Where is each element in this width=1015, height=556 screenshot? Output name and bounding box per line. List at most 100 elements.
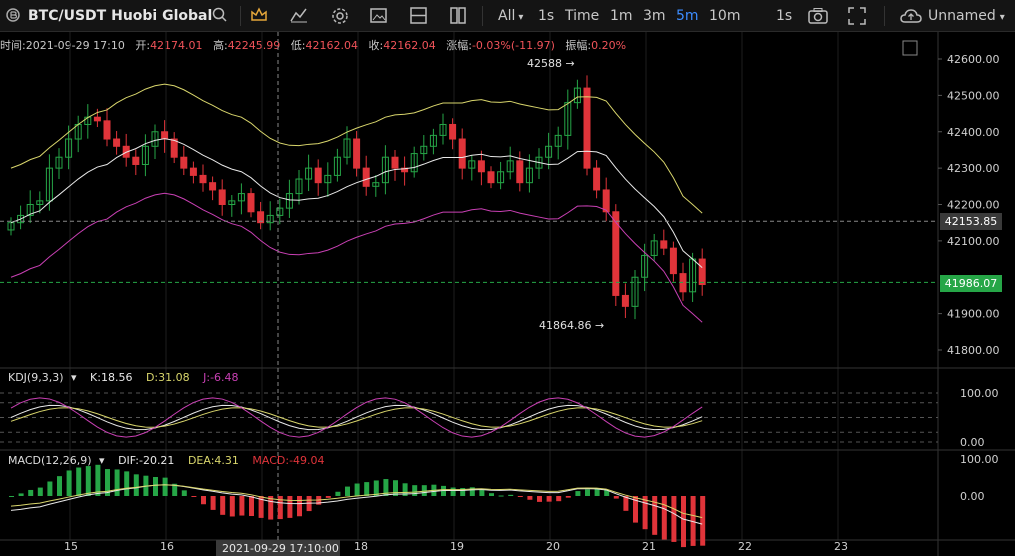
x-axis-label: 21 [642,540,656,553]
chevron-down-icon: ▾ [518,12,524,23]
macd-histogram-bar [85,466,91,496]
macd-histogram-bar [47,481,53,496]
macd-histogram-bar [633,496,638,523]
chevron-down-icon: ▾ [999,12,1005,23]
candle-body [669,247,677,275]
macd-histogram-bar [671,496,677,542]
symbol-title[interactable]: BTC/USDT Huobi Global [6,0,212,32]
candle-body [381,156,389,184]
candle-body [631,276,639,307]
candle-body [545,145,553,158]
interval-5m[interactable]: 5m [676,8,699,24]
macd-histogram-bar [37,487,43,496]
crown-icon [251,7,267,21]
interval-10m[interactable]: 10m [709,8,741,24]
ohlc-info-bar: 时间:2021-09-29 17:10 开:42174.01 高:42245.9… [0,37,626,53]
boll-mid-line [10,138,703,269]
macd-histogram-bar [402,483,408,496]
candle-body [593,167,601,191]
macd-histogram-bar [105,469,110,496]
macd-histogram-bar [681,496,686,548]
candle-body [420,145,428,155]
open-value: 42174.01 [150,39,203,52]
macd-histogram-bar [325,496,331,498]
search-button[interactable] [212,0,228,32]
symbol-title-text: BTC/USDT Huobi Global [28,8,213,24]
interval-1m[interactable]: 1m [610,8,633,24]
macd-histogram-bar [258,496,264,518]
camera-button[interactable] [808,0,828,32]
candle-body [113,138,121,147]
kdj-j-line [10,397,703,438]
candle-body [295,178,303,195]
candle-body [660,240,668,249]
replay-interval[interactable]: 1s [776,8,793,24]
candle-body [487,171,495,184]
open-label: 开: [135,39,151,52]
macd-histogram-bar [153,476,158,496]
candle-body [247,193,255,213]
search-icon [212,7,227,22]
screenshot-button[interactable] [370,0,388,32]
kdj-legend[interactable]: KDJ(9,3,3) ▾ K:18.56 D:31.08 J:-6.48 [8,371,239,384]
macd-histogram-bar [287,496,293,518]
price-axis-label: 41800.00 [947,344,1000,357]
fullscreen-button[interactable] [848,0,866,32]
macd-legend[interactable]: MACD(12,26,9) ▾ DIF:-20.21 DEA:4.31 MACD… [8,454,325,467]
kdj-j: J:-6.48 [203,371,239,384]
price-axis-label: 42300.00 [947,162,1000,175]
candle-body [276,207,284,216]
gear-icon [332,8,348,24]
candle-body [218,189,226,205]
macd-histogram-bar [594,488,600,496]
candle-body [391,156,399,169]
candle-body [285,193,293,209]
candlestick-chart[interactable]: 42600.00 42500.00 42400.00 42300.00 42200.00… [0,32,1015,556]
macd-histogram-bar [229,496,235,517]
range-all-dropdown[interactable]: All ▾ [498,0,523,32]
x-axis-label: 16 [160,540,174,553]
candle-body [698,258,706,286]
candle-body [151,131,159,147]
settings-button[interactable] [331,0,349,32]
low-value: 42162.04 [305,39,359,52]
candle-body [45,167,53,202]
candle-body [180,156,188,169]
candle-body [103,120,111,140]
macd-histogram-bar [201,496,206,505]
candle-body [26,204,34,216]
interval-3m[interactable]: 3m [643,8,666,24]
macd-histogram-bar [556,496,562,502]
candle-body [449,123,457,140]
macd-histogram-bar [249,496,254,517]
camera-icon [808,8,828,24]
close-value: 42162.04 [383,39,436,52]
indicators-button[interactable] [290,0,308,32]
multi-chart-button[interactable] [450,0,466,32]
price-axis-label: 42100.00 [947,235,1000,248]
candle-body [314,167,322,184]
price-axis-label: 42400.00 [947,126,1000,139]
macd-axis-label: 100.00 [960,453,999,466]
candle-body [161,131,169,140]
candle-body [266,214,274,224]
x-axis-label: 23 [834,540,848,553]
macd-histogram-bar [527,496,533,500]
macd-dif: DIF:-20.21 [118,454,175,467]
interval-1s[interactable]: 1s [538,8,555,24]
cloud-save-dropdown[interactable]: Unnamed ▾ [900,0,1012,32]
expand-icon [902,40,918,56]
macd-histogram-bar [57,476,62,496]
crown-button[interactable] [250,0,268,32]
macd-histogram-bar [469,487,475,496]
macd-histogram-bar [604,489,610,496]
interval-time[interactable]: Time [565,8,600,24]
candle-body [343,138,351,158]
macd-dif-line [10,484,703,525]
layout-button[interactable] [410,0,428,32]
candle-body [439,123,447,136]
candle-body [468,160,476,169]
macd-histogram-bar [537,496,542,502]
boll-upper-line [10,83,703,214]
macd-histogram-bar [489,493,494,496]
